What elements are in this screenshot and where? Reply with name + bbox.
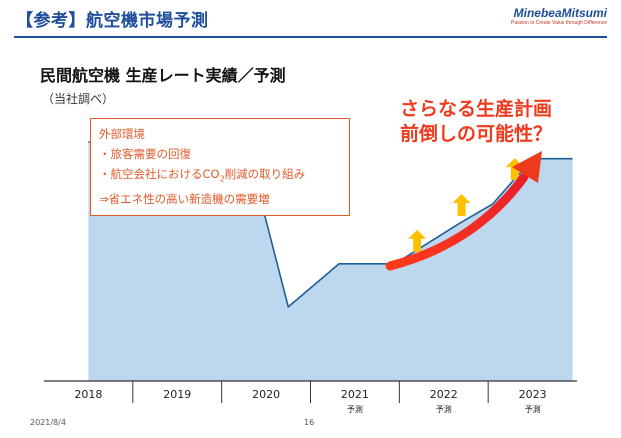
x-tick-label: 2020 xyxy=(252,388,280,401)
header-divider xyxy=(14,36,607,38)
x-tick-label: 2018 xyxy=(74,388,102,401)
chart-subtitle: （当社調べ） xyxy=(42,92,115,106)
box-line-co2: ・航空会社におけるCO2削減の取り組み xyxy=(99,164,341,189)
company-logo: MinebeaMitsumi Passion to Create Value t… xyxy=(511,6,607,26)
x-tick-note: 予測 xyxy=(436,404,452,414)
box-line-co2-post: 削減の取り組み xyxy=(224,167,306,181)
logo-name: MinebeaMitsumi xyxy=(513,6,607,20)
callout-text: さらなる生産計画 前倒しの可能性？ xyxy=(400,97,552,147)
box-line-co2-sub: 2 xyxy=(219,174,225,184)
page-number: 16 xyxy=(304,418,315,427)
box-line-co2-pre: ・航空会社におけるCO xyxy=(99,167,220,181)
box-title: 外部環境 xyxy=(99,127,145,141)
x-tick-label: 2019 xyxy=(163,388,191,401)
upward-arrow xyxy=(452,194,471,217)
callout-line2: 前倒しの可能性？ xyxy=(400,123,553,145)
trend-arrow-shaft xyxy=(385,172,529,271)
upward-arrow xyxy=(408,229,427,252)
callout-line1: さらなる生産計画 xyxy=(400,98,553,120)
x-tick-label: 2023 xyxy=(519,388,547,401)
chart-title: 民間航空機 生産レート実績／予測 xyxy=(40,66,286,85)
external-environment-box: 外部環境 ・旅客需要の回復 ・航空会社におけるCO2削減の取り組み ⇒省エネ性の… xyxy=(90,118,350,216)
box-line-demand: ⇒省エネ性の高い新造機の需要増 xyxy=(99,192,270,207)
x-tick-label: 2022 xyxy=(430,388,458,401)
trend-arrow-head xyxy=(512,151,542,183)
x-tick-note: 予測 xyxy=(347,404,363,414)
box-line-passenger: ・旅客需要の回復 xyxy=(99,147,191,161)
x-tick-label: 2021 xyxy=(341,388,369,401)
footer-date: 2021/8/4 xyxy=(30,418,66,427)
header-title: 【参考】航空機市場予測 xyxy=(16,11,209,31)
x-tick-note: 予測 xyxy=(525,404,541,414)
logo-tagline: Passion to Create Value through Differen… xyxy=(511,20,607,26)
